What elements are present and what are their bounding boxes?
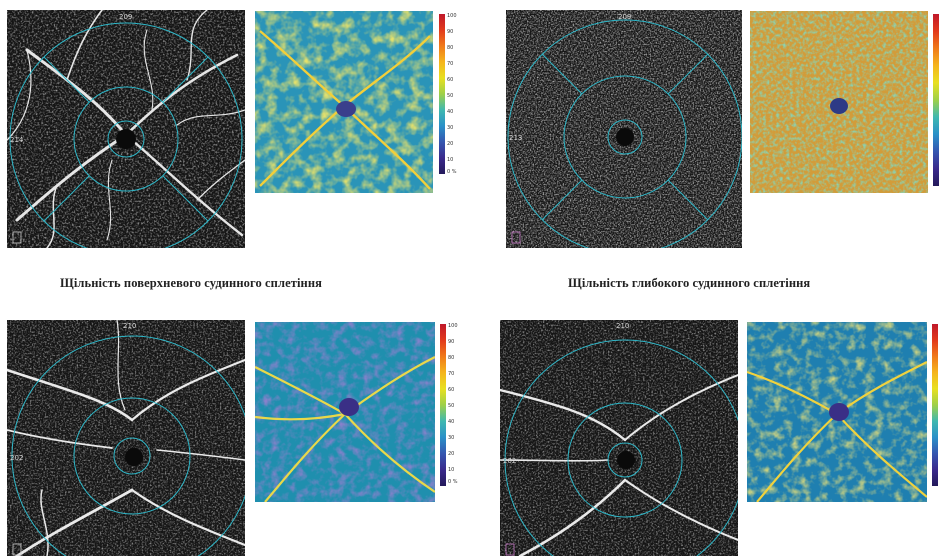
etdrs-grid [11,335,245,556]
density-color-scale [933,14,939,186]
etdrs-grid [9,22,243,248]
orientation-icon [12,543,22,556]
density-map-image [255,322,435,502]
angiogram-superficial-2: 210 202 [7,320,245,556]
density-map-superficial-1 [255,11,433,193]
grid-top-label: 209 [618,13,631,21]
density-map-image [255,11,433,193]
fovea [116,129,136,149]
fovea [339,398,359,416]
grid-top-label: 210 [123,322,136,330]
angiogram-deep-1: 209 213 [506,10,742,248]
density-scale-labels: 100 90 80 70 60 50 40 30 20 10 0 % [448,323,458,485]
density-color-scale [440,324,446,486]
density-map-image [750,11,928,193]
etdrs-grid [504,339,738,556]
density-map-superficial-2 [255,322,435,502]
grid-left-label: 202 [10,454,23,462]
orientation-icon [511,231,521,244]
angiogram-image: 210 202 [500,320,738,556]
fovea [125,448,143,466]
orientation-icon [12,231,22,244]
grid-top-label: 209 [119,13,132,21]
density-color-scale [932,324,938,486]
caption-deep: Щільність глибокого судинного сплетіння [568,276,811,290]
orientation-icon [505,543,515,556]
grid-left-label: 202 [503,457,516,465]
density-map-image [747,322,927,502]
density-color-scale [439,14,445,174]
grid-left-label: 213 [509,134,522,142]
angiogram-deep-2: 210 202 [500,320,738,556]
fovea [829,403,849,421]
fovea [830,98,848,114]
angiogram-superficial-1: 209 214 [7,10,245,248]
angiogram-image: 209 213 [506,10,742,248]
density-scale-labels: 100 90 80 70 60 50 40 30 20 10 0 % [447,13,457,175]
vessel-pattern [500,374,738,556]
etdrs-grid [507,19,742,248]
fovea [617,451,635,469]
density-map-deep-1 [750,11,928,193]
fovea [616,128,634,146]
grid-left-label: 214 [10,136,24,144]
density-map-deep-2 [747,322,927,502]
angiogram-image: 209 214 [7,10,245,248]
vessel-pattern [7,320,245,556]
vessel-overlay [259,30,431,190]
fovea [336,101,356,117]
grid-top-label: 210 [616,322,629,330]
caption-superficial: Щільність поверхневого судинного сплетін… [60,276,323,290]
angiogram-image: 210 202 [7,320,245,556]
